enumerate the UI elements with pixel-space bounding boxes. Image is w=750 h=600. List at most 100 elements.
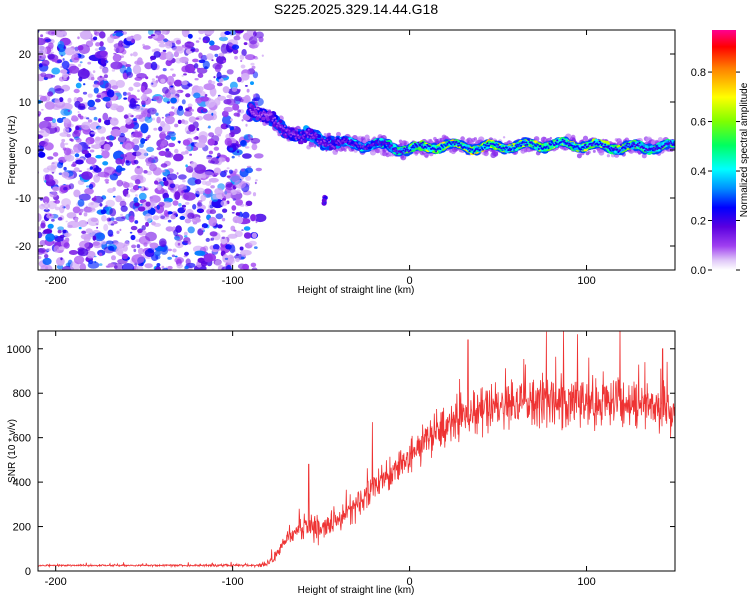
noise-speckle (241, 119, 244, 122)
noise-speckle (203, 83, 216, 91)
noise-speckle (209, 231, 218, 237)
noise-speckle (98, 46, 106, 52)
ridge-core (303, 134, 306, 136)
ridge-core (651, 149, 654, 152)
noise-speckle (194, 78, 199, 81)
noise-speckle (210, 80, 216, 85)
noise-speckle (94, 48, 99, 51)
noise-speckle (144, 213, 153, 222)
noise-speckle (228, 169, 233, 174)
noise-speckle (170, 68, 174, 71)
colorbar-gradient (712, 30, 736, 270)
noise-speckle (115, 79, 125, 88)
noise-speckle (189, 153, 193, 156)
ridge-core (614, 146, 617, 149)
ridge-core (627, 145, 630, 148)
noise-speckle (119, 200, 127, 208)
noise-speckle (99, 203, 103, 207)
ridge-core (333, 146, 336, 149)
noise-speckle (87, 93, 93, 98)
noise-speckle (156, 116, 161, 124)
noise-speckle (207, 138, 215, 146)
ridge-core (497, 143, 500, 146)
noise-speckle (87, 99, 95, 108)
noise-speckle (149, 195, 161, 204)
noise-speckle (158, 43, 166, 48)
noise-speckle (129, 231, 133, 234)
noise-speckle (126, 92, 131, 96)
noise-speckle (190, 161, 198, 168)
ridge-core (628, 142, 630, 145)
noise-speckle (201, 227, 205, 231)
noise-speckle (191, 142, 195, 147)
noise-speckle (163, 180, 169, 187)
ridge-core (641, 145, 644, 148)
noise-speckle (208, 150, 213, 155)
noise-speckle (38, 226, 42, 231)
ridge-core (634, 145, 637, 148)
noise-speckle (131, 254, 145, 264)
ridge-core (421, 145, 423, 148)
noise-speckle (73, 88, 80, 94)
noise-speckle (57, 226, 64, 231)
noise-speckle (52, 186, 59, 192)
spectrogram-ylabel: Frequency (Hz) (7, 116, 18, 185)
ridge-core (296, 129, 299, 132)
noise-speckle (77, 179, 85, 185)
ridge-core (483, 146, 486, 149)
noise-speckle (176, 263, 183, 269)
noise-speckle (104, 178, 110, 183)
noise-speckle (192, 204, 197, 210)
noise-speckle (140, 85, 146, 93)
ridge-core (450, 143, 453, 146)
noise-speckle (89, 166, 93, 170)
noise-speckle (151, 78, 155, 81)
noise-speckle (51, 218, 55, 222)
noise-speckle (82, 128, 92, 135)
noise-speckle (58, 48, 67, 57)
noise-speckle (38, 247, 47, 253)
noise-speckle (166, 173, 178, 181)
noise-speckle (221, 230, 226, 233)
noise-speckle (44, 174, 54, 182)
ridge-core (510, 148, 513, 151)
noise-speckle (73, 97, 78, 103)
noise-speckle (82, 68, 86, 71)
noise-speckle (182, 139, 191, 146)
noise-speckle (244, 146, 250, 149)
noise-speckle (223, 106, 234, 113)
ridge-core (514, 144, 517, 147)
ridge-core (515, 145, 518, 148)
noise-speckle (204, 253, 213, 263)
noise-speckle (126, 193, 131, 198)
noise-speckle (38, 231, 43, 239)
noise-speckle (141, 100, 146, 106)
noise-speckle (63, 166, 67, 171)
noise-speckle (95, 154, 103, 159)
ridge-core (283, 125, 286, 128)
ridge-core (405, 146, 408, 149)
noise-speckle (135, 265, 144, 270)
noise-speckle (125, 117, 132, 125)
noise-speckle (82, 91, 88, 95)
noise-speckle (185, 164, 188, 168)
noise-speckle (153, 127, 158, 131)
noise-speckle (44, 101, 55, 110)
noise-speckle (168, 142, 176, 148)
noise-speckle (117, 135, 127, 143)
noise-speckle (135, 194, 138, 197)
noise-speckle (60, 257, 63, 261)
noise-speckle (233, 229, 237, 232)
noise-speckle (211, 112, 214, 116)
ridge-core (292, 132, 295, 134)
noise-speckle (59, 97, 64, 103)
ridge-core (528, 139, 530, 141)
noise-speckle (88, 259, 94, 265)
noise-speckle (99, 75, 103, 78)
noise-speckle (132, 138, 140, 145)
noise-speckle (235, 189, 241, 194)
ridge-core (387, 142, 390, 145)
ridge-core (629, 145, 632, 148)
noise-speckle (174, 191, 181, 200)
ridge-core (394, 148, 397, 151)
